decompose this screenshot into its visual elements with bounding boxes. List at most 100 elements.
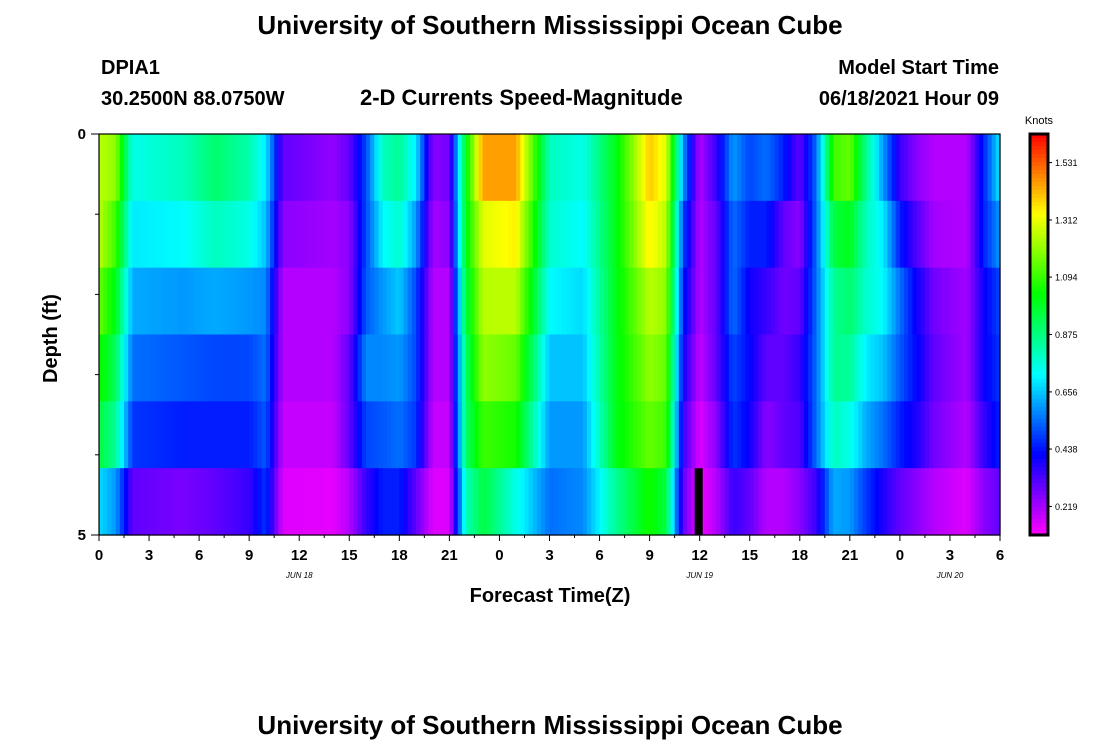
heatmap-cell: [328, 267, 334, 336]
heatmap-cell: [766, 468, 772, 536]
plot-title: 2-D Currents Speed-Magnitude: [360, 85, 683, 110]
heatmap-cell: [783, 334, 788, 402]
heatmap-cell: [766, 267, 772, 336]
heatmap-cell: [541, 200, 546, 269]
heatmap-cell: [699, 134, 705, 202]
heatmap-cell: [582, 200, 588, 269]
heatmap-cell: [466, 200, 471, 269]
heatmap-cell: [278, 267, 284, 336]
heatmap-cell: [762, 200, 768, 269]
heatmap-cell: [453, 468, 459, 536]
heatmap-cell: [103, 334, 108, 402]
heatmap-cell: [149, 468, 154, 536]
heatmap-cell: [353, 200, 359, 269]
heatmap-cell: [845, 200, 851, 269]
heatmap-cell: [991, 134, 997, 202]
heatmap-cell: [945, 134, 951, 202]
heatmap-cell: [270, 334, 275, 402]
heatmap-cell: [245, 334, 250, 402]
heatmap-cell: [657, 334, 663, 402]
heatmap-cell: [753, 334, 759, 402]
heatmap-cell: [466, 267, 471, 336]
heatmap-cell: [228, 267, 234, 336]
heatmap-cell: [265, 267, 271, 336]
heatmap-cell: [207, 468, 213, 536]
heatmap-cell: [374, 401, 380, 469]
heatmap-cell: [432, 134, 438, 202]
heatmap-cell: [582, 401, 588, 469]
heatmap-cell: [995, 334, 1001, 402]
heatmap-cell: [482, 200, 488, 269]
heatmap-cell: [678, 334, 684, 402]
heatmap-cell: [520, 267, 526, 336]
heatmap-cell: [403, 401, 409, 469]
heatmap-cell: [545, 134, 551, 202]
heatmap-cell: [245, 401, 250, 469]
heatmap-cell: [286, 468, 292, 536]
heatmap-cell: [286, 334, 292, 402]
heatmap-cell: [687, 401, 692, 469]
page-title-top: University of Southern Mississippi Ocean…: [257, 10, 843, 40]
heatmap-cell: [174, 468, 179, 536]
heatmap-cell: [828, 334, 834, 402]
heatmap-cell: [511, 134, 517, 202]
heatmap-cell: [345, 468, 350, 536]
heatmap-cell: [157, 200, 163, 269]
heatmap-cell: [783, 134, 788, 202]
heatmap-cell: [949, 468, 955, 536]
heatmap-cell: [791, 267, 797, 336]
heatmap-cell: [620, 401, 626, 469]
heatmap-cell: [987, 468, 993, 536]
heatmap-cell: [274, 134, 279, 202]
heatmap-cell: [891, 134, 897, 202]
heatmap-cell: [649, 267, 655, 336]
heatmap-cell: [203, 334, 209, 402]
colorbar-segment: [1030, 438, 1048, 444]
heatmap-cell: [449, 468, 455, 536]
heatmap-cell: [441, 200, 446, 269]
x-tick-label: 6: [195, 547, 203, 564]
heatmap-cell: [274, 401, 279, 469]
heatmap-cell: [862, 468, 868, 536]
colorbar-segment: [1030, 250, 1048, 255]
heatmap-cell: [820, 401, 826, 469]
heatmap-cell: [507, 334, 513, 402]
heatmap-cell: [937, 200, 943, 269]
heatmap-cell: [349, 267, 355, 336]
heatmap-cell: [390, 267, 396, 336]
heatmap-cell: [708, 267, 713, 336]
colorbar-segment: [1030, 482, 1048, 488]
heatmap-cell: [570, 401, 576, 469]
heatmap-cell: [186, 267, 192, 336]
heatmap-cell: [954, 334, 959, 402]
colorbar-segment: [1030, 386, 1048, 392]
heatmap-cell: [557, 267, 563, 336]
heatmap-cell: [257, 267, 263, 336]
heatmap-cell: [411, 267, 417, 336]
heatmap-cell: [574, 468, 580, 536]
heatmap-cell: [232, 401, 238, 469]
heatmap-cell: [649, 134, 655, 202]
heatmap-cell: [240, 200, 246, 269]
heatmap-cell: [270, 267, 275, 336]
heatmap-cell: [161, 267, 167, 336]
heatmap-cell: [382, 401, 388, 469]
heatmap-cell: [720, 134, 726, 202]
heatmap-cell: [482, 401, 488, 469]
heatmap-cell: [770, 134, 776, 202]
heatmap-cell: [645, 468, 651, 536]
heatmap-cell: [374, 200, 380, 269]
heatmap-cell: [645, 334, 651, 402]
heatmap-cell: [720, 200, 726, 269]
colorbar-segment: [1030, 478, 1048, 484]
heatmap-cell: [324, 468, 330, 536]
x-axis-label: Forecast Time(Z): [469, 585, 631, 607]
heatmap-cell: [620, 200, 626, 269]
heatmap-cell: [257, 401, 263, 469]
heatmap-cell: [503, 468, 509, 536]
heatmap-cell: [432, 401, 438, 469]
heatmap-cell: [687, 134, 692, 202]
heatmap-cell: [194, 267, 200, 336]
heatmap-cell: [390, 334, 396, 402]
heatmap-cell: [511, 267, 517, 336]
